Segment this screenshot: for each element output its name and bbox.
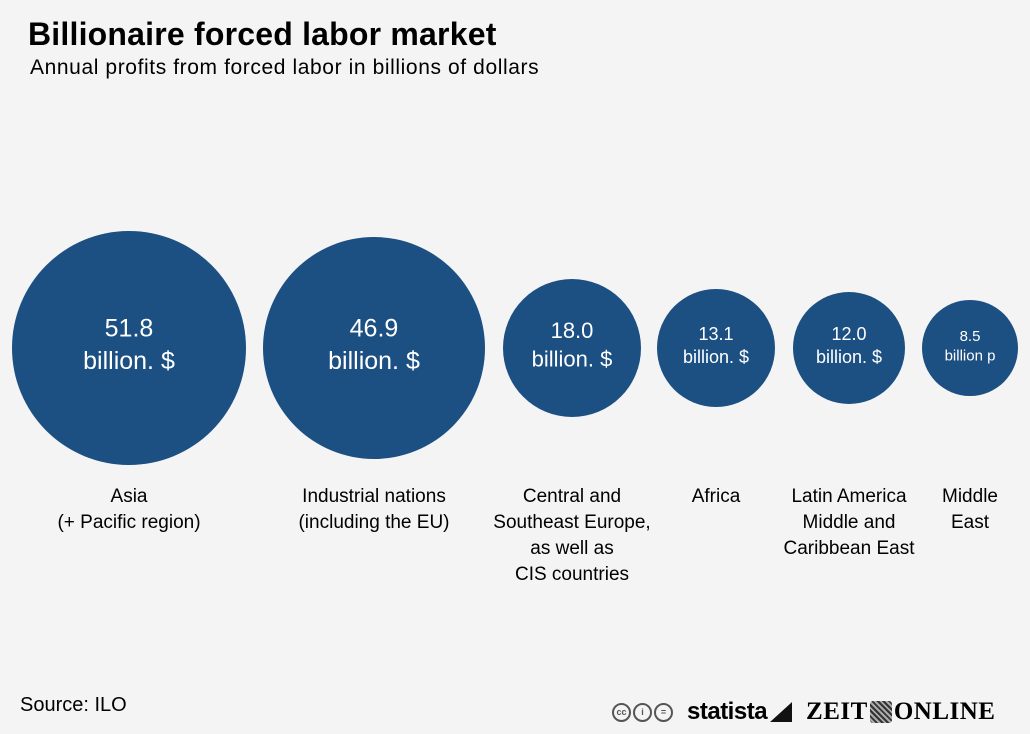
cc-icon: cc xyxy=(612,702,631,722)
cc-license-icons[interactable]: cc i = xyxy=(612,702,673,722)
bubble-unit-label-1: billion. $ xyxy=(328,347,420,375)
bubble-value-label-4: 12.0 xyxy=(831,324,866,344)
bubble-0 xyxy=(12,231,246,465)
statista-mark-icon xyxy=(770,702,793,722)
bubble-value-label-2: 18.0 xyxy=(551,318,594,343)
zeit-wordmark: ZEIT xyxy=(806,698,868,725)
bubble-value-label-1: 46.9 xyxy=(350,315,399,343)
category-label-5: Middle East xyxy=(942,484,998,536)
bubble-2 xyxy=(503,279,641,417)
nd-icon: = xyxy=(654,702,673,722)
category-label-line: Caribbean East xyxy=(783,538,915,559)
chart-subtitle: Annual profits from forced labor in bill… xyxy=(30,56,540,79)
chart-title: Billionaire forced labor market xyxy=(28,16,497,52)
bubble-3 xyxy=(657,289,775,407)
category-label-line: Middle and xyxy=(802,512,896,533)
bubble-value-label-0: 51.8 xyxy=(105,315,154,343)
category-label-line: as well as xyxy=(530,538,614,559)
category-label-line: Africa xyxy=(691,486,741,507)
bubble-unit-label-4: billion. $ xyxy=(816,347,882,367)
statista-wordmark: statista xyxy=(687,698,768,725)
bubble-5 xyxy=(922,300,1018,396)
category-label-1: Industrial nations (including the EU) xyxy=(298,484,449,536)
source-note: Source: ILO xyxy=(20,694,127,716)
category-label-line: Latin America xyxy=(791,486,907,507)
category-label-line: East xyxy=(950,512,990,533)
category-label-line: CIS countries xyxy=(514,564,630,585)
category-label-4: Latin America Middle and Caribbean East xyxy=(784,484,915,562)
by-icon: i xyxy=(633,702,652,722)
bubble-4 xyxy=(793,292,905,404)
bubble-unit-label-2: billion. $ xyxy=(532,347,613,372)
statista-logo[interactable]: statista xyxy=(687,698,793,726)
category-label-3: Africa xyxy=(692,484,741,510)
bubble-value-label-3: 13.1 xyxy=(698,324,733,344)
bubble-unit-label-0: billion. $ xyxy=(83,347,175,375)
zeit-crest-icon xyxy=(869,701,892,723)
category-label-line: Industrial nations xyxy=(302,486,446,507)
category-label-line: Asia xyxy=(110,486,148,507)
zeit-online-logo[interactable]: ZEIT ONLINE xyxy=(806,698,995,726)
category-label-0: Asia (+ Pacific region) xyxy=(57,484,200,536)
category-label-line: (+ Pacific region) xyxy=(57,512,201,533)
online-wordmark: ONLINE xyxy=(893,698,996,725)
category-label-line: Central and xyxy=(522,486,622,507)
category-label-line: Middle xyxy=(942,486,998,507)
category-label-line: (including the EU) xyxy=(298,512,450,533)
category-label-2: Central and Southeast Europe, as well as CI… xyxy=(493,484,650,588)
bubble-1 xyxy=(263,237,485,459)
category-label-line: Southeast Europe, xyxy=(493,512,651,533)
bubble-unit-label-5: billion p xyxy=(945,348,996,365)
bubble-unit-label-3: billion. $ xyxy=(683,347,749,367)
footer-logos: cc i = statista ZEIT ONLINE xyxy=(612,696,995,728)
bubble-value-label-5: 8.5 xyxy=(960,328,981,345)
